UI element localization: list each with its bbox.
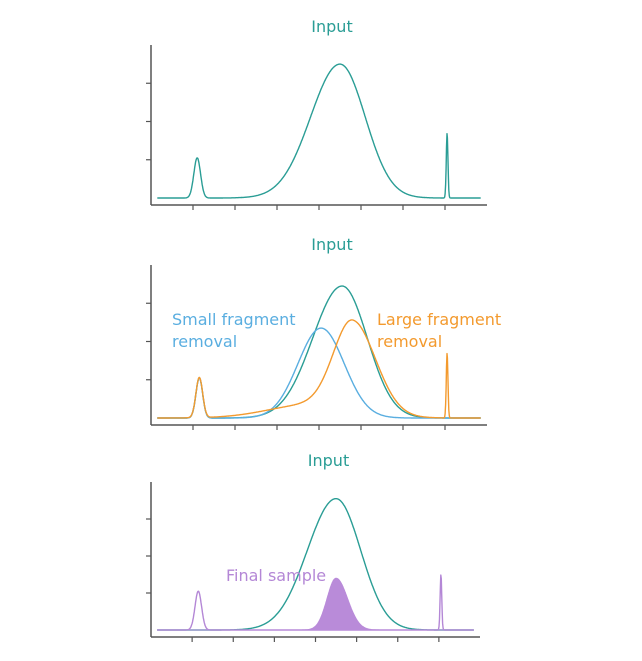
input-series [156,498,475,631]
input-series [157,63,481,199]
series-annotation: Final sample [226,566,326,585]
annotation-line: Final sample [226,566,326,585]
input-series [157,285,481,419]
annotation-line: Large fragment [377,310,501,329]
panel-title: Input [308,451,349,470]
series-annotation: Small fragment removal [172,310,296,351]
annotation-line: removal [377,332,442,351]
panel-title: Input [311,17,352,36]
annotation-line: Small fragment [172,310,296,329]
panel-title: Input [311,235,352,254]
large-fragment-removal-series [157,319,481,419]
annotation-line: removal [172,332,237,351]
final-sample-fill-series [157,577,474,631]
small-fragment-removal-series [157,327,481,419]
series-annotation: Large fragment removal [377,310,501,351]
